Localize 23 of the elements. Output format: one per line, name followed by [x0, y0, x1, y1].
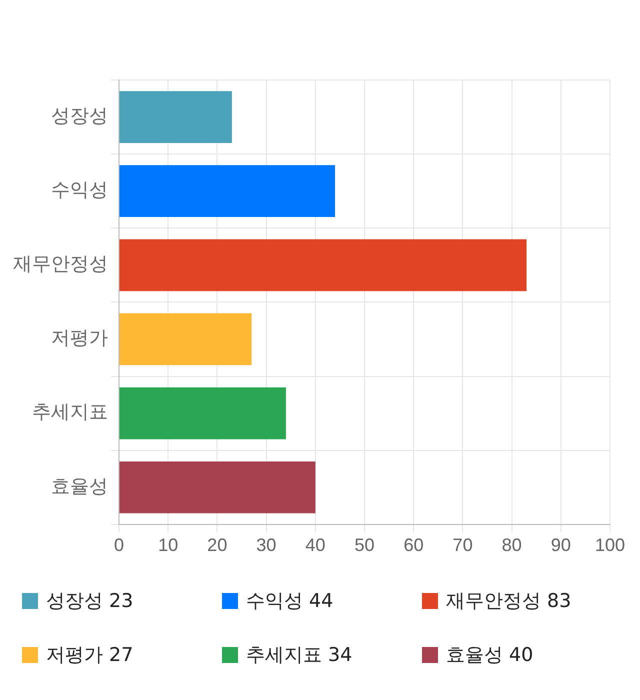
category-label: 저평가 27: [46, 644, 134, 666]
category-label: 효율성 40: [446, 644, 534, 666]
x-tick-label: 70: [452, 535, 473, 556]
x-tick-label: 60: [404, 535, 424, 556]
x-tick-label: 90: [550, 535, 571, 556]
x-tick-label: 30: [256, 535, 276, 556]
x-tick-label: 50: [354, 535, 375, 556]
category-label: 수익성 44: [246, 590, 334, 612]
x-tick-label: 0: [114, 535, 124, 556]
x-tick-label: 80: [502, 535, 522, 556]
category-label: 추세지표 34: [246, 644, 352, 666]
y-tick-label: 성장성: [51, 104, 108, 127]
y-tick-label: 효율성: [51, 475, 108, 498]
y-tick-label: 재무안정성: [13, 253, 108, 276]
x-tick-label: 40: [305, 535, 326, 556]
x-tick-label: 100: [594, 535, 626, 556]
y-tick-label: 수익성: [51, 179, 108, 202]
y-tick-label: 저평가: [51, 327, 108, 350]
x-tick-label: 10: [158, 535, 178, 556]
category-label: 재무안정성 83: [446, 590, 572, 612]
y-tick-label: 추세지표: [32, 401, 108, 424]
x-tick-label: 20: [207, 535, 228, 556]
category-label: 성장성 23: [46, 590, 134, 612]
